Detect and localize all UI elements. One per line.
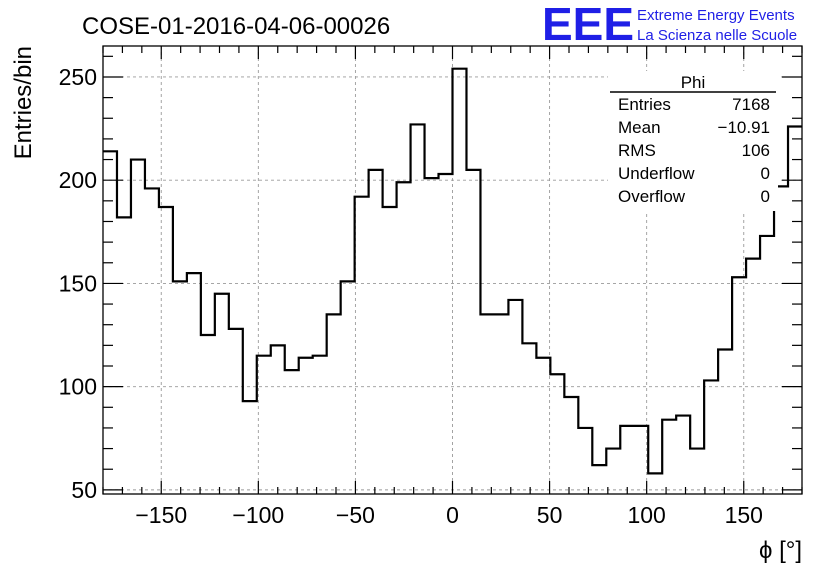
axis-ticks bbox=[102, 46, 803, 494]
x-tick-label: 0 bbox=[446, 502, 459, 528]
x-axis-label: ϕ [°] bbox=[759, 537, 802, 564]
logo-line-2: La Scienza nelle Scuole bbox=[637, 27, 797, 44]
stats-row-label: Entries bbox=[618, 95, 671, 114]
x-tick-label: 50 bbox=[537, 502, 563, 528]
stats-row-label: Overflow bbox=[618, 187, 686, 206]
y-tick-label: 200 bbox=[59, 167, 97, 193]
histogram-series bbox=[103, 67, 802, 475]
logo-letters: EEE bbox=[542, 0, 634, 50]
x-tick-labels: −150 −100 −50 0 50 100 150 bbox=[135, 502, 763, 528]
y-tick-label: 100 bbox=[59, 374, 97, 400]
x-tick-label: 150 bbox=[725, 502, 763, 528]
stats-row-label: Underflow bbox=[618, 164, 695, 183]
x-tick-label: −100 bbox=[232, 502, 284, 528]
y-tick-label: 150 bbox=[59, 270, 97, 296]
x-tick-label: −150 bbox=[135, 502, 187, 528]
stats-row-label: RMS bbox=[618, 141, 656, 160]
stats-row-value: 7168 bbox=[732, 95, 770, 114]
logo-line-1: Extreme Energy Events bbox=[637, 7, 795, 24]
chart-title: COSE-01-2016-04-06-00026 bbox=[82, 13, 390, 40]
stats-row-value: 0 bbox=[761, 164, 770, 183]
x-tick-label: 100 bbox=[627, 502, 665, 528]
eee-logo: EEE Extreme Energy Events La Scienza nel… bbox=[542, 0, 797, 50]
stats-title: Phi bbox=[681, 73, 706, 92]
stats-row-value: −10.91 bbox=[718, 118, 770, 137]
stats-box-background bbox=[608, 71, 778, 211]
stats-row-label: Mean bbox=[618, 118, 661, 137]
y-tick-labels: 50 100 150 200 250 bbox=[59, 64, 97, 503]
stats-row-value: 0 bbox=[761, 187, 770, 206]
stats-row-value: 106 bbox=[742, 141, 770, 160]
y-tick-label: 250 bbox=[59, 64, 97, 90]
stats-rows: Entries 7168 Mean −10.91 RMS 106 Underflow 0 Ove… bbox=[618, 95, 770, 206]
x-tick-label: −50 bbox=[336, 502, 375, 528]
y-tick-label: 50 bbox=[71, 477, 97, 503]
stats-box: Phi Entries 7168 Mean −10.91 RMS 106 Underflow… bbox=[608, 71, 778, 211]
y-axis-label: Entries/bin bbox=[10, 46, 37, 159]
